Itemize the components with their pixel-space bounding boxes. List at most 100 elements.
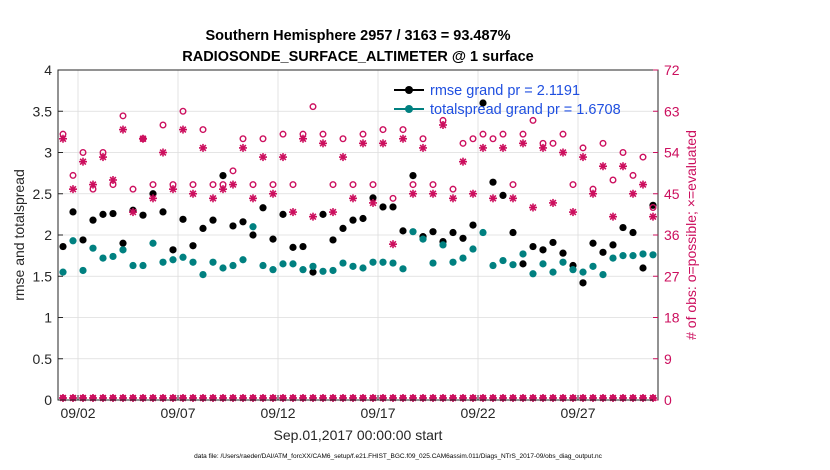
obs-evaluated-point	[209, 194, 217, 203]
totalspread-point	[369, 258, 377, 266]
totalspread-point	[299, 266, 307, 274]
totalspread-point	[289, 260, 297, 268]
rmse-point	[389, 203, 397, 211]
rmse-point	[579, 279, 587, 287]
obs-possible-point	[129, 185, 137, 193]
y-axis-right-ticks: 0 9 18 27 36 45 54 63 72	[653, 62, 680, 408]
rmse-point	[219, 172, 227, 180]
rmse-point	[289, 243, 297, 251]
obs-zero-evaluated-point	[329, 394, 337, 402]
obs-zero-evaluated-point	[509, 394, 517, 402]
totalspread-point	[599, 271, 607, 279]
x-tick-label: 09/02	[60, 405, 95, 421]
obs-possible-point	[339, 135, 347, 143]
totalspread-point	[359, 264, 367, 272]
obs-possible-point	[359, 130, 367, 138]
rmse-point	[89, 216, 97, 224]
totalspread-point	[329, 266, 337, 275]
rmse-point	[339, 224, 347, 232]
obs-evaluated-point	[529, 203, 537, 212]
totalspread-point	[209, 258, 217, 266]
totalspread-point	[479, 228, 487, 237]
obs-possible-point	[79, 148, 87, 156]
obs-zero-evaluated-point	[639, 394, 647, 402]
obs-evaluated-point	[539, 143, 547, 152]
obs-evaluated-point	[159, 148, 167, 157]
totalspread-point	[569, 266, 577, 274]
totalspread-point	[239, 256, 247, 264]
obs-zero-evaluated-point	[399, 394, 407, 402]
obs-possible-point	[189, 181, 197, 189]
obs-evaluated-point	[259, 153, 267, 162]
obs-possible-point	[159, 121, 167, 129]
totalspread-point	[79, 266, 87, 275]
totalspread-point	[59, 268, 67, 276]
rmse-point	[139, 211, 147, 219]
obs-evaluated-point	[329, 208, 337, 217]
totalspread-point	[379, 258, 387, 266]
obs-evaluated-point	[239, 143, 247, 152]
obs-evaluated-point	[199, 143, 207, 152]
y-axis-right-label: # of obs: o=possible; ×=evaluated	[683, 130, 699, 340]
obs-possible-point	[399, 126, 407, 134]
obs-evaluated-point	[139, 134, 147, 143]
obs-evaluated-point	[399, 134, 407, 143]
obs-evaluated-point	[219, 185, 227, 194]
obs-evaluated-point	[379, 139, 387, 148]
obs-zero-evaluated-point	[229, 394, 237, 402]
rmse-point	[79, 236, 87, 244]
obs-possible-point	[389, 194, 397, 202]
totalspread-point	[179, 253, 187, 261]
obs-possible-point	[329, 181, 337, 189]
obs-zero-evaluated-point	[559, 394, 567, 402]
rmse-point	[159, 208, 167, 216]
obs-possible-point	[119, 112, 127, 120]
obs-evaluated-point	[559, 148, 567, 157]
y-right-tick-label: 9	[664, 351, 672, 367]
obs-zero-evaluated-point	[539, 394, 547, 402]
legend: rmse grand pr = 2.1191 totalspread grand…	[394, 83, 621, 118]
obs-possible-point	[619, 148, 627, 156]
totalspread-point	[129, 261, 137, 270]
totalspread-point	[149, 239, 157, 247]
obs-possible-point	[649, 203, 657, 211]
obs-zero-evaluated-point	[169, 394, 177, 402]
totalspread-point	[559, 258, 567, 266]
obs-evaluated-point	[489, 194, 497, 203]
obs-possible-point	[179, 107, 187, 115]
totalspread-point	[519, 250, 527, 258]
obs-evaluated-point	[99, 153, 107, 162]
obs-evaluated-point	[319, 139, 327, 148]
x-axis-ticks: 09/02 09/07 09/12 09/17 09/22 09/27	[60, 395, 596, 421]
obs-possible-point	[279, 130, 287, 138]
x-tick-label: 09/17	[360, 405, 395, 421]
totalspread-point	[279, 260, 287, 268]
totalspread-point	[319, 267, 327, 275]
obs-evaluated-point	[339, 153, 347, 162]
y-right-tick-label: 63	[664, 103, 680, 119]
obs-zero-evaluated-point	[129, 394, 137, 402]
obs-zero-evaluated-point	[609, 394, 617, 402]
obs-zero-evaluated-point	[569, 394, 577, 402]
obs-evaluated-point	[579, 153, 587, 162]
obs-zero-evaluated-point	[349, 394, 357, 402]
rmse-point	[349, 216, 357, 224]
y-right-tick-label: 72	[664, 62, 680, 78]
obs-possible-point	[479, 130, 487, 138]
obs-zero-evaluated-point	[419, 394, 427, 402]
totalspread-point	[259, 261, 267, 270]
totalspread-point	[429, 259, 437, 267]
rmse-point	[589, 239, 597, 247]
obs-zero-evaluated-point	[119, 394, 127, 402]
rmse-point	[619, 223, 627, 232]
rmse-point	[399, 227, 407, 235]
obs-zero-evaluated-point	[89, 394, 97, 402]
obs-evaluated-point	[599, 162, 607, 171]
obs-evaluated-point	[289, 208, 297, 217]
obs-evaluated-point	[569, 208, 577, 217]
obs-possible-point	[629, 171, 637, 179]
totalspread-point	[639, 250, 647, 258]
rmse-point	[59, 242, 67, 251]
obs-possible-point	[209, 181, 217, 189]
rmse-point	[189, 242, 197, 250]
